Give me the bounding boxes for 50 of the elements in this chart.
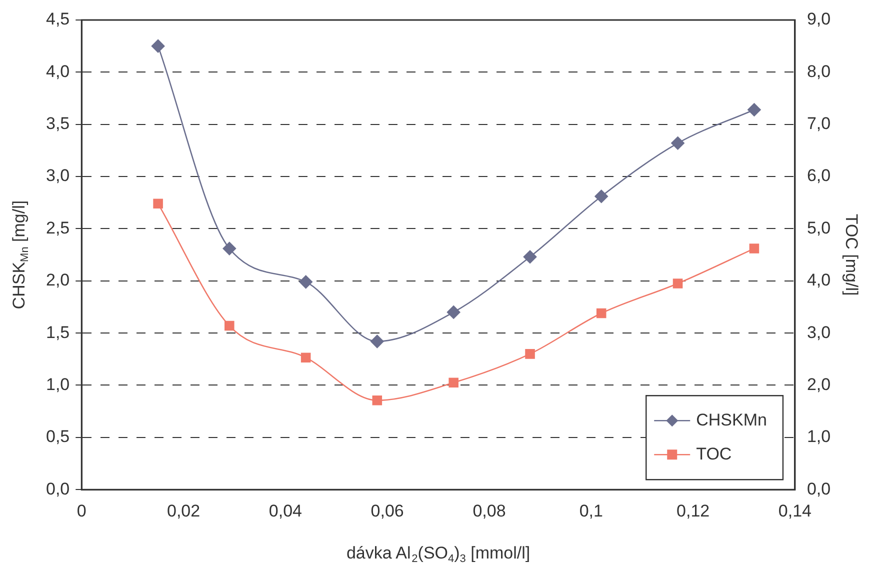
y-tick-label: 1,5 — [46, 322, 70, 342]
x-tick-label: 0,04 — [268, 501, 302, 520]
y-tick-label: 2,0 — [46, 270, 70, 290]
point — [372, 395, 382, 406]
point — [594, 190, 608, 204]
point — [672, 278, 683, 288]
point — [748, 103, 761, 116]
point — [299, 275, 312, 289]
point — [300, 352, 311, 362]
point — [370, 334, 384, 348]
point — [224, 320, 234, 331]
y-tick-label: 4,5 — [46, 10, 70, 29]
y2-tick-label: 5,0 — [806, 218, 831, 238]
y-tick-label: 2,5 — [46, 218, 70, 238]
point — [525, 349, 535, 359]
point — [671, 136, 684, 150]
x-tick-label: 0,08 — [472, 501, 506, 520]
point — [596, 308, 606, 318]
x-tick-label: 0,06 — [370, 501, 404, 520]
y2-tick-label: 6,0 — [806, 166, 831, 186]
y-tick-label: 0,0 — [46, 479, 70, 498]
y2-tick-label: 1,0 — [806, 427, 831, 446]
x-tick-label: 0,02 — [166, 501, 200, 520]
y-tick-label: 0,5 — [46, 427, 70, 446]
x-tick-label: 0 — [76, 501, 86, 520]
y2-tick-label: 3,0 — [806, 322, 831, 342]
y2-tick-label: 4,0 — [806, 270, 831, 290]
y-axis-title: CHSKMn [mg/l] — [10, 200, 32, 310]
point — [153, 198, 163, 209]
legend-label: CHSKMn — [696, 410, 767, 430]
point — [448, 378, 458, 388]
point — [151, 39, 165, 53]
y2-tick-label: 9,0 — [806, 10, 831, 29]
y-tick-label: 3,0 — [46, 166, 70, 186]
y2-tick-label: 8,0 — [806, 62, 831, 81]
point — [749, 244, 760, 254]
x-tick-label: 0,1 — [579, 501, 603, 520]
y2-tick-label: 0,0 — [806, 479, 831, 498]
legend-label: TOC — [696, 444, 732, 464]
x-tick-label: 0,12 — [676, 501, 710, 520]
y2-tick-label: 2,0 — [806, 374, 831, 394]
y-tick-label: 4,0 — [46, 62, 70, 81]
y-tick-label: 3,5 — [46, 114, 70, 134]
x-tick-label: 0,14 — [778, 501, 812, 520]
point — [446, 306, 460, 319]
y2-tick-label: 7,0 — [806, 114, 831, 134]
y2-axis-title: TOC [mg/l] — [842, 214, 862, 296]
point — [222, 242, 236, 256]
y-tick-label: 1,0 — [46, 374, 70, 394]
point — [523, 250, 537, 264]
